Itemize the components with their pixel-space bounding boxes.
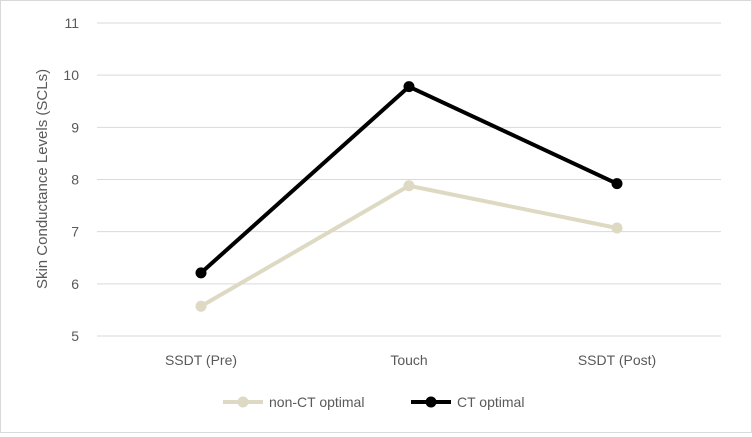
series-line bbox=[199, 183, 619, 309]
x-tick-label: SSDT (Post) bbox=[578, 352, 656, 368]
legend-item: non-CT optimal bbox=[223, 394, 364, 410]
data-point bbox=[611, 222, 623, 234]
x-tick-label: Touch bbox=[390, 352, 427, 368]
y-axis-ticks: 5 6 7 8 9 10 11 bbox=[63, 15, 79, 344]
y-tick-label: 6 bbox=[71, 276, 79, 292]
y-tick-label: 9 bbox=[71, 119, 79, 135]
data-point bbox=[611, 178, 623, 190]
gridlines bbox=[97, 22, 721, 337]
series-non-ct-optimal bbox=[195, 180, 623, 312]
series-ct-optimal bbox=[195, 81, 623, 279]
legend: non-CT optimal CT optimal bbox=[223, 394, 524, 410]
y-tick-label: 11 bbox=[64, 15, 79, 31]
y-tick-label: 7 bbox=[71, 224, 79, 240]
x-axis-ticks: SSDT (Pre) Touch SSDT (Post) bbox=[165, 352, 656, 368]
legend-label: non-CT optimal bbox=[269, 394, 364, 410]
y-tick-label: 5 bbox=[71, 328, 79, 344]
data-point bbox=[403, 180, 415, 192]
series bbox=[195, 81, 623, 312]
data-point bbox=[403, 81, 415, 93]
y-tick-label: 10 bbox=[63, 67, 79, 83]
legend-item: CT optimal bbox=[411, 394, 524, 410]
x-tick-label: SSDT (Pre) bbox=[165, 352, 237, 368]
data-point bbox=[195, 300, 207, 312]
y-axis-title: Skin Conductance Levels (SCLs) bbox=[34, 69, 51, 289]
data-point bbox=[195, 267, 207, 279]
legend-label: CT optimal bbox=[457, 394, 524, 410]
legend-swatch-marker bbox=[237, 396, 249, 408]
y-tick-label: 8 bbox=[71, 172, 79, 188]
legend-swatch-marker bbox=[425, 396, 437, 408]
